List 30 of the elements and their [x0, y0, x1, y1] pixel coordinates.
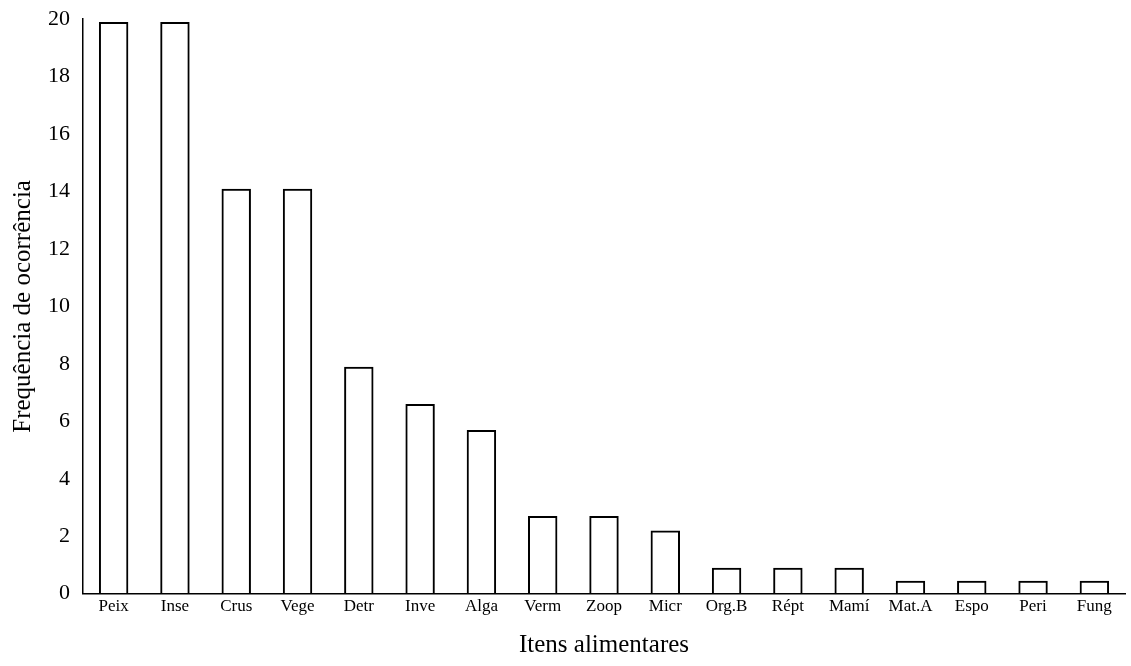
x-tick-label: Inse — [160, 596, 190, 616]
x-tick-label: Verm — [524, 596, 562, 616]
x-tick-label: Org.B — [705, 596, 748, 616]
x-tick-label: Mat.A — [888, 596, 934, 616]
x-tick-label: Espo — [954, 596, 989, 616]
x-tick-label: Detr — [343, 596, 375, 616]
x-tick-label: Peix — [98, 596, 130, 616]
y-tick-label: 16 — [48, 119, 70, 145]
x-tick-label: Fung — [1076, 596, 1113, 616]
y-tick-label: 4 — [59, 464, 70, 490]
x-tick-label: Peri — [1019, 596, 1048, 616]
y-tick-label: 2 — [59, 521, 70, 547]
x-tick-label: Mamí — [828, 596, 870, 616]
y-tick-label: 10 — [48, 292, 70, 318]
x-tick-label: Inve — [405, 596, 436, 616]
y-axis-title: Frequência de ocorrência — [7, 180, 35, 433]
y-tick-label: 8 — [59, 349, 70, 375]
x-tick-label: Micr — [648, 596, 683, 616]
y-tick-label: 18 — [48, 62, 70, 88]
x-tick-label: Alga — [464, 596, 499, 616]
y-tick-label: 20 — [48, 4, 70, 30]
y-tick-label: 14 — [48, 177, 70, 203]
x-axis-title: Itens alimentares — [518, 629, 690, 657]
x-tick-label: Vege — [280, 596, 315, 616]
x-tick-label: Crus — [220, 596, 253, 616]
x-tick-label: Zoop — [586, 596, 622, 616]
y-tick-label: 0 — [59, 579, 70, 605]
y-tick-label: 6 — [59, 407, 70, 433]
y-tick-label: 12 — [48, 234, 70, 260]
x-tick-label: Répt — [771, 596, 805, 616]
